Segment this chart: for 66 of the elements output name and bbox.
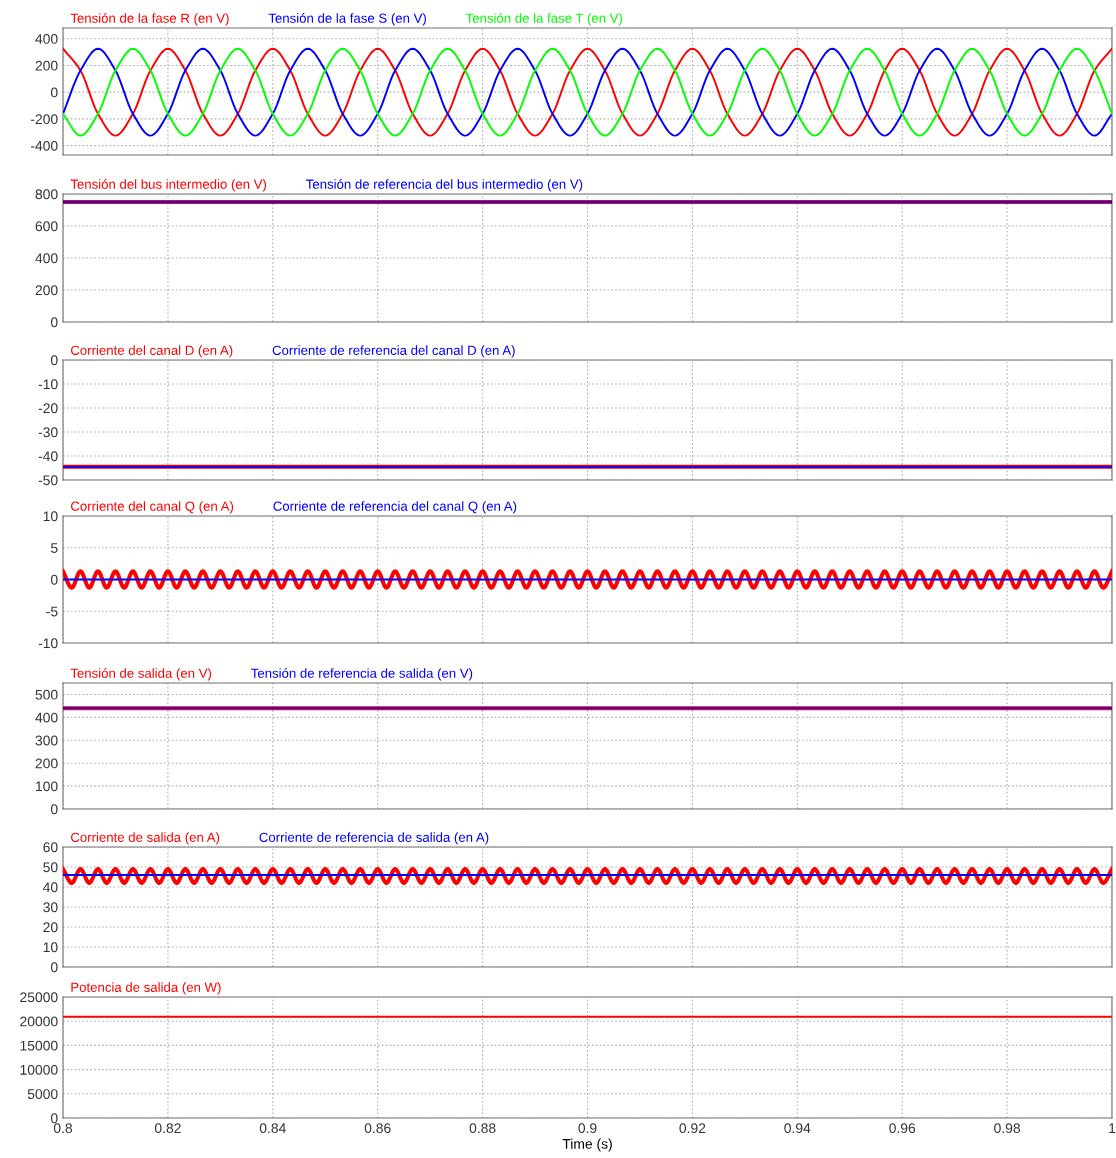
y-tick-label: 400	[35, 34, 58, 44]
text: Tensión de referencia de salida (en V)	[251, 668, 473, 681]
x-tick-label: 0.92	[679, 1123, 706, 1134]
y-tick-label: -30	[38, 427, 58, 438]
text: Corriente de referencia del canal D (en A)	[272, 345, 515, 358]
y-tick-label: 0	[50, 962, 58, 973]
y-tick-label: 0	[50, 1113, 58, 1124]
text: Corriente del canal D (en A)	[71, 345, 233, 358]
y-tick-label: 400	[35, 712, 58, 723]
y-tick-label: 5000	[27, 1089, 58, 1099]
y-tick-label: 600	[35, 221, 58, 232]
y-tick-label: 30	[43, 902, 58, 913]
y-tick-label: 0	[50, 355, 58, 366]
y-tick-label: 100	[36, 781, 58, 792]
series-label: Tensión de la fase S (en V)	[268, 13, 426, 26]
x-tick-label: 1	[1109, 1123, 1116, 1133]
series-label: Tensión de la fase R (en V)	[70, 13, 229, 26]
y-tick-label: -20	[38, 403, 58, 414]
x-tick-label: 0.96	[889, 1123, 916, 1134]
x-tick-label: 0.8	[53, 1123, 73, 1134]
text: Corriente de referencia de salida (en A)	[259, 832, 489, 845]
series-label: Tensión de referencia del bus intermedio (en V)	[306, 178, 583, 192]
y-tick-label: -50	[38, 475, 58, 486]
y-tick-label: -10	[38, 379, 58, 390]
y-tick-label: 0	[50, 87, 58, 98]
y-tick-label: 20	[43, 922, 58, 933]
y-tick-label: 500	[35, 689, 58, 700]
y-tick-label: 0	[50, 804, 58, 815]
y-tick-label: -40	[38, 451, 58, 462]
x-tick-label: 0.84	[259, 1123, 286, 1134]
text: Corriente de referencia del canal Q (en A)	[273, 501, 517, 514]
x-axis-title: Time (s)	[562, 1138, 612, 1152]
x-tick-label: 0.86	[364, 1123, 391, 1134]
y-tick-label: 300	[35, 735, 58, 746]
y-tick-label: 200	[35, 285, 58, 296]
y-tick-label: 10000	[20, 1064, 58, 1075]
y-tick-label: 15000	[20, 1040, 58, 1051]
y-tick-label: 800	[35, 189, 58, 200]
y-tick-label: -400	[30, 140, 58, 151]
y-tick-label: 10	[43, 942, 58, 953]
series-label: Tensión del bus intermedio (en V)	[70, 178, 267, 192]
y-tick-label: 40	[43, 882, 58, 893]
y-tick-label: -200	[30, 114, 58, 125]
x-tick-label: 0.9	[578, 1123, 597, 1134]
y-tick-label: 50	[43, 862, 58, 873]
y-tick-label: 60	[43, 842, 58, 853]
y-tick-label: 200	[35, 758, 58, 769]
text: Tensión de la fase T (en V)	[465, 13, 623, 26]
y-tick-label: 0	[50, 317, 58, 328]
y-tick-label: 25000	[20, 992, 58, 1003]
text: Corriente del canal Q (en A)	[71, 501, 234, 514]
text: Tensión de salida (en V)	[70, 668, 212, 681]
y-tick-label: 20000	[20, 1016, 58, 1027]
y-tick-label: 400	[35, 253, 58, 264]
series-label: Corriente de salida (en A)	[71, 832, 220, 845]
y-tick-label: 200	[35, 60, 58, 71]
x-tick-label: 0.82	[154, 1123, 181, 1134]
y-tick-label: 0	[50, 574, 58, 585]
x-tick-label: 0.88	[469, 1123, 496, 1134]
y-tick-label: -10	[38, 638, 58, 649]
x-tick-label: 0.94	[784, 1123, 811, 1134]
y-tick-label: -5	[46, 606, 58, 617]
series-label: Potencia de salida (en W)	[71, 982, 221, 995]
y-tick-label: 10	[43, 511, 58, 522]
y-tick-label: 5	[50, 543, 58, 553]
x-tick-label: 0.98	[994, 1123, 1021, 1134]
